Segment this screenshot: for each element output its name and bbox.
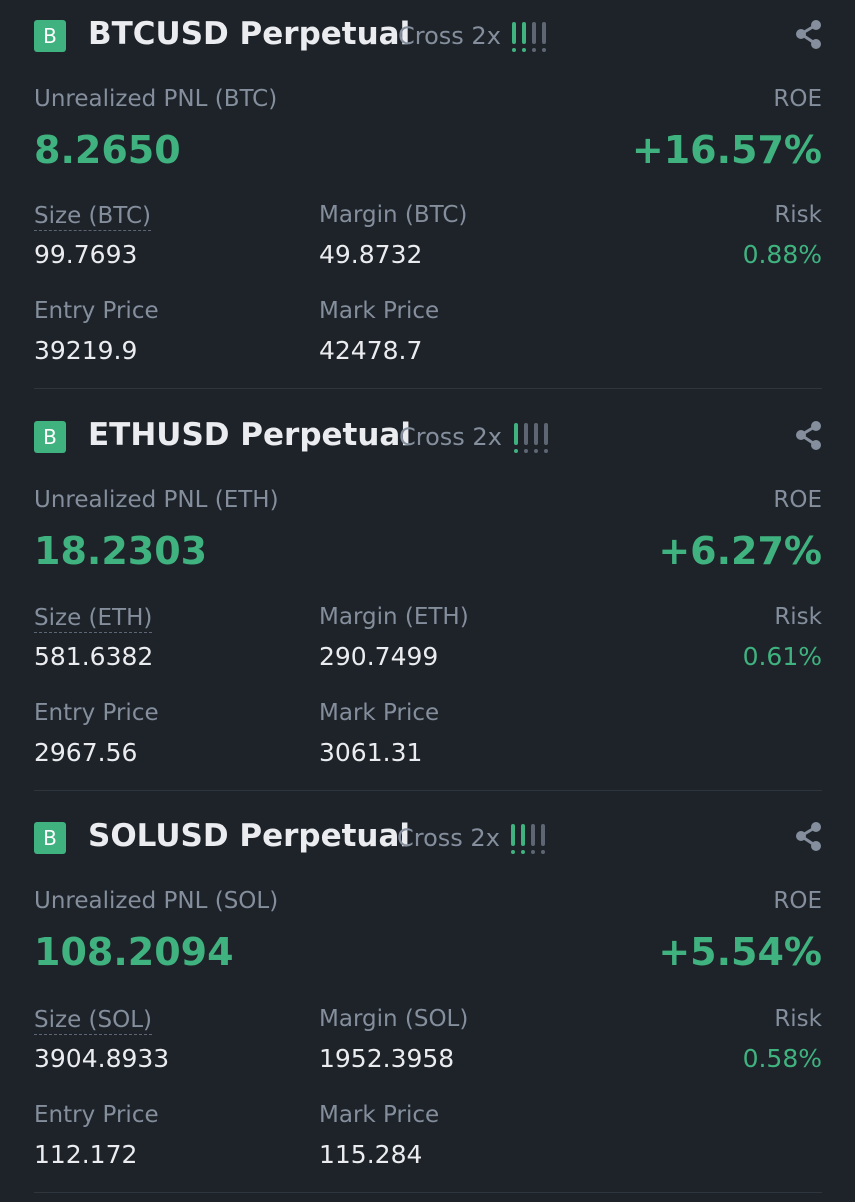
position-card[interactable]: B BTCUSD Perpetual Cross 2x Unrealized P… xyxy=(0,0,855,400)
risk-dot xyxy=(524,449,528,453)
mark-price-label: Mark Price xyxy=(319,700,440,726)
risk-bar xyxy=(521,824,525,846)
risk-dot xyxy=(531,850,535,854)
risk-dot xyxy=(541,850,545,854)
symbol-title[interactable]: ETHUSD Perpetual xyxy=(88,417,411,453)
risk-bar xyxy=(531,824,535,846)
size-label[interactable]: Size (BTC) xyxy=(34,203,152,231)
risk-dot xyxy=(532,48,536,52)
risk-label: Risk xyxy=(774,1006,822,1032)
entry-price-label: Entry Price xyxy=(34,298,159,324)
roe-label: ROE xyxy=(773,888,822,914)
pnl-value: 8.2650 xyxy=(34,128,181,172)
divider xyxy=(34,1192,822,1193)
symbol-title[interactable]: BTCUSD Perpetual xyxy=(88,16,411,52)
roe-value: +6.27% xyxy=(658,529,822,573)
share-icon[interactable] xyxy=(793,18,824,51)
risk-dot xyxy=(511,850,515,854)
risk-bar xyxy=(544,423,548,445)
mark-price-value: 3061.31 xyxy=(319,738,423,767)
risk-bar xyxy=(534,423,538,445)
size-value: 581.6382 xyxy=(34,642,154,671)
risk-bar xyxy=(511,824,515,846)
mark-price-label: Mark Price xyxy=(319,298,440,324)
roe-label: ROE xyxy=(773,86,822,112)
size-value: 3904.8933 xyxy=(34,1044,170,1073)
pnl-label: Unrealized PNL (BTC) xyxy=(34,86,278,112)
pnl-label: Unrealized PNL (ETH) xyxy=(34,487,279,513)
risk-label: Risk xyxy=(774,202,822,228)
share-icon[interactable] xyxy=(793,419,824,452)
share-icon[interactable] xyxy=(793,820,824,853)
pnl-label: Unrealized PNL (SOL) xyxy=(34,888,279,914)
entry-price-value: 39219.9 xyxy=(34,336,138,365)
roe-value: +16.57% xyxy=(631,128,822,172)
mark-price-value: 115.284 xyxy=(319,1140,423,1169)
entry-price-label: Entry Price xyxy=(34,1102,159,1128)
position-card[interactable]: B SOLUSD Perpetual Cross 2x Unrealized P… xyxy=(0,802,855,1202)
size-label[interactable]: Size (ETH) xyxy=(34,605,153,633)
margin-label: Margin (SOL) xyxy=(319,1006,469,1032)
mark-price-value: 42478.7 xyxy=(319,336,423,365)
roe-value: +5.54% xyxy=(658,930,822,974)
divider xyxy=(34,790,822,791)
risk-dot xyxy=(514,449,518,453)
side-badge: B xyxy=(34,421,66,453)
margin-value: 1952.3958 xyxy=(319,1044,455,1073)
margin-label: Margin (ETH) xyxy=(319,604,469,630)
risk-dot xyxy=(534,449,538,453)
risk-bar xyxy=(532,22,536,44)
risk-bar xyxy=(522,22,526,44)
risk-value: 0.61% xyxy=(742,642,822,671)
risk-dot xyxy=(522,48,526,52)
margin-mode-label[interactable]: Cross 2x xyxy=(398,22,501,50)
roe-label: ROE xyxy=(773,487,822,513)
risk-dot xyxy=(544,449,548,453)
risk-dot xyxy=(542,48,546,52)
margin-mode-label[interactable]: Cross 2x xyxy=(397,824,500,852)
pnl-value: 18.2303 xyxy=(34,529,208,573)
size-value: 99.7693 xyxy=(34,240,138,269)
position-card[interactable]: B ETHUSD Perpetual Cross 2x Unrealized P… xyxy=(0,401,855,801)
entry-price-value: 112.172 xyxy=(34,1140,138,1169)
mark-price-label: Mark Price xyxy=(319,1102,440,1128)
margin-label: Margin (BTC) xyxy=(319,202,468,228)
risk-dot xyxy=(512,48,516,52)
divider xyxy=(34,388,822,389)
risk-bar xyxy=(512,22,516,44)
margin-value: 49.8732 xyxy=(319,240,423,269)
margin-value: 290.7499 xyxy=(319,642,439,671)
entry-price-label: Entry Price xyxy=(34,700,159,726)
risk-value: 0.58% xyxy=(742,1044,822,1073)
risk-bar xyxy=(524,423,528,445)
risk-bar xyxy=(514,423,518,445)
risk-bar xyxy=(541,824,545,846)
symbol-title[interactable]: SOLUSD Perpetual xyxy=(88,818,411,854)
risk-bar xyxy=(542,22,546,44)
pnl-value: 108.2094 xyxy=(34,930,234,974)
side-badge: B xyxy=(34,822,66,854)
risk-value: 0.88% xyxy=(742,240,822,269)
size-label[interactable]: Size (SOL) xyxy=(34,1007,152,1035)
entry-price-value: 2967.56 xyxy=(34,738,138,767)
risk-label: Risk xyxy=(774,604,822,630)
side-badge: B xyxy=(34,20,66,52)
risk-dot xyxy=(521,850,525,854)
margin-mode-label[interactable]: Cross 2x xyxy=(399,423,502,451)
